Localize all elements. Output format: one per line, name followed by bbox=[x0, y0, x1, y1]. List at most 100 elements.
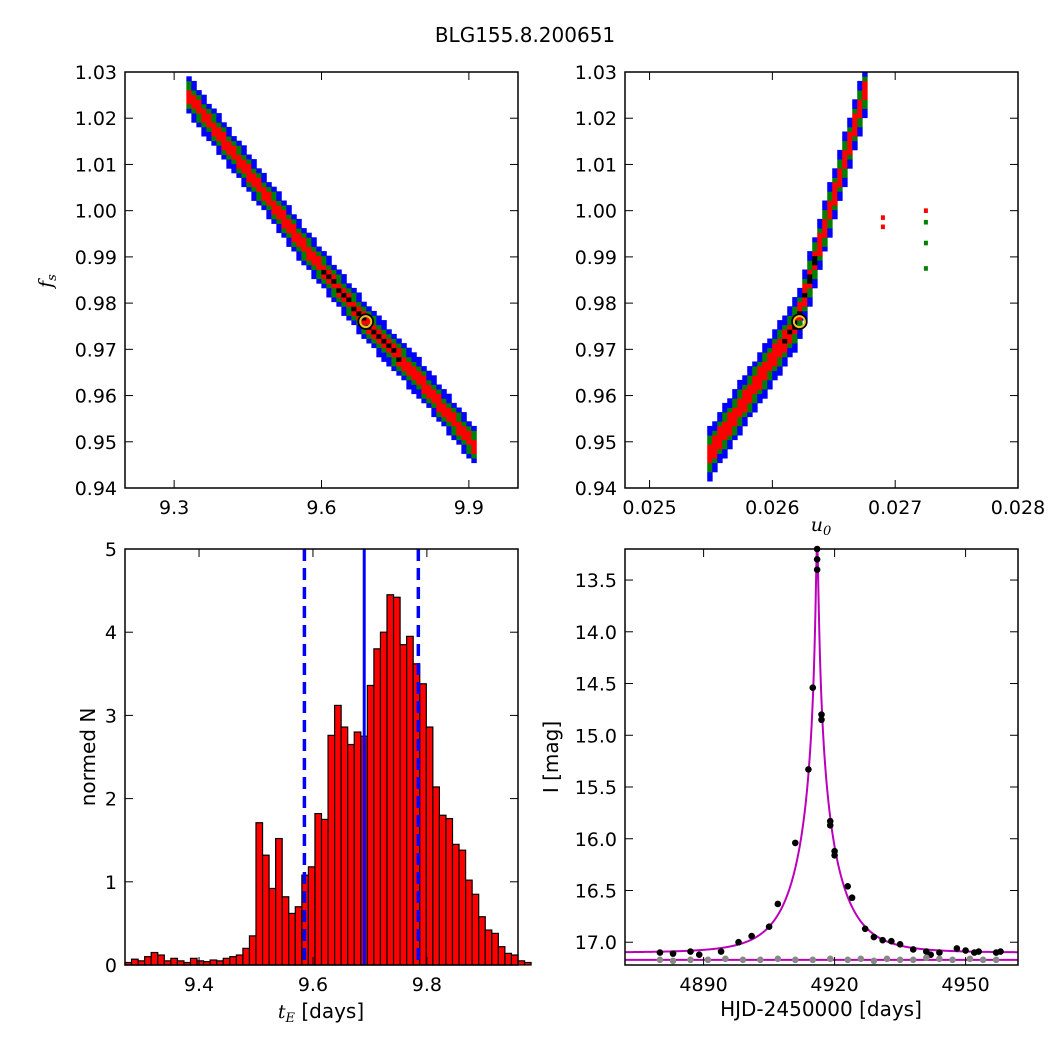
p1-cell bbox=[381, 352, 387, 358]
histogram-bar bbox=[170, 957, 179, 966]
p1-cell bbox=[216, 136, 222, 142]
p2-cell bbox=[762, 361, 768, 367]
p2-cell bbox=[852, 131, 858, 137]
p1-cell bbox=[186, 94, 192, 100]
p1-cell bbox=[251, 159, 257, 165]
p1-cell bbox=[466, 444, 472, 450]
p1-cell bbox=[431, 412, 437, 418]
p4-xtick-label: 4890 bbox=[679, 974, 727, 996]
histogram-bar bbox=[471, 893, 480, 966]
p2-cell bbox=[837, 191, 843, 197]
p2-cell bbox=[787, 333, 793, 339]
p2-cell bbox=[852, 113, 858, 119]
p2-cell bbox=[862, 71, 868, 77]
p2-cell bbox=[757, 370, 763, 376]
p2-cell bbox=[792, 310, 798, 316]
p2-cell bbox=[747, 389, 753, 395]
panel-fs-vs-u0: 0.025 0.026 0.027 0.028 0.94 0.95 0.96 0.97 0.98… bbox=[575, 62, 1046, 539]
p1-cell bbox=[451, 425, 457, 431]
p2-ytick-label: 1.03 bbox=[575, 62, 617, 84]
p3-frame bbox=[124, 548, 519, 966]
p1-cell bbox=[191, 94, 197, 100]
p1-ytick-label: 0.96 bbox=[75, 386, 117, 408]
p1-cell bbox=[336, 297, 342, 303]
p2-cell bbox=[777, 343, 783, 349]
p1-cell bbox=[306, 246, 312, 252]
histogram-bar bbox=[320, 818, 329, 966]
p1-cell bbox=[421, 375, 427, 381]
histogram-bar bbox=[458, 849, 467, 966]
p1-cell bbox=[246, 163, 252, 169]
survey-data-point bbox=[687, 948, 694, 955]
p1-xtick-label: 9.6 bbox=[306, 497, 336, 519]
p1-cell bbox=[321, 260, 327, 266]
survey-data-point bbox=[717, 948, 725, 955]
p1-cell bbox=[426, 398, 432, 404]
histogram-bar bbox=[451, 843, 460, 966]
p1-cell bbox=[441, 398, 447, 404]
p1-cell bbox=[336, 283, 342, 289]
p2-cell bbox=[822, 232, 828, 238]
p1-cell bbox=[396, 370, 402, 376]
p1-ytick-label: 0.99 bbox=[75, 247, 117, 269]
p2-cell bbox=[722, 421, 728, 427]
p2-cell bbox=[722, 435, 728, 441]
p2-cell bbox=[717, 412, 723, 418]
p4-ylabel: I [mag] bbox=[539, 721, 563, 793]
p1-cell bbox=[196, 108, 202, 114]
p1-cell bbox=[261, 191, 267, 197]
p1-cell bbox=[381, 343, 387, 349]
p1-cell bbox=[266, 195, 272, 201]
p2-cell bbox=[727, 425, 733, 431]
p1-cell bbox=[196, 122, 202, 128]
p2-cell bbox=[862, 103, 868, 109]
p2-cell bbox=[862, 113, 868, 119]
p1-cell bbox=[201, 94, 207, 100]
p2-cell bbox=[722, 425, 728, 431]
p1-cell bbox=[351, 297, 357, 303]
p2-cell bbox=[817, 255, 823, 261]
p1-cell bbox=[201, 99, 207, 105]
p2-cell bbox=[747, 412, 753, 418]
p1-cell bbox=[461, 412, 467, 418]
p1-cell bbox=[226, 149, 232, 155]
p1-cell bbox=[241, 172, 247, 178]
p1-cell bbox=[271, 209, 277, 215]
p2-cell bbox=[827, 228, 833, 234]
p2-cell bbox=[717, 430, 723, 436]
p1-cell bbox=[336, 301, 342, 307]
p1-cell bbox=[386, 343, 392, 349]
p2-cell bbox=[832, 182, 838, 188]
p2-cell bbox=[862, 94, 868, 100]
p1-cell bbox=[186, 85, 192, 91]
p2-cell bbox=[712, 448, 718, 454]
p2-cell bbox=[842, 168, 848, 174]
p4-ytick-label: 16.5 bbox=[575, 880, 617, 902]
p1-cell bbox=[411, 384, 417, 390]
p2-cell bbox=[717, 425, 723, 431]
p1-cell bbox=[411, 375, 417, 381]
p1-cell bbox=[371, 315, 377, 321]
p1-cell bbox=[386, 329, 392, 335]
p2-cell bbox=[707, 435, 713, 441]
p1-cell bbox=[426, 370, 432, 376]
histogram-bar bbox=[419, 683, 427, 966]
p1-cell bbox=[346, 301, 352, 307]
p2-ytick-label: 0.95 bbox=[575, 432, 617, 454]
p2-cell bbox=[717, 444, 723, 450]
survey-data-point bbox=[813, 566, 821, 573]
p1-cell bbox=[226, 126, 232, 132]
p2-cell bbox=[842, 149, 848, 155]
p1-cell bbox=[236, 163, 242, 169]
p1-cell bbox=[386, 361, 392, 367]
p1-cell bbox=[281, 200, 287, 206]
p2-cell bbox=[757, 389, 763, 395]
p1-ytick-label: 1.00 bbox=[75, 201, 117, 223]
p2-cell bbox=[857, 131, 863, 137]
histogram-bar bbox=[386, 594, 395, 966]
p2-cell bbox=[817, 260, 823, 266]
p1-cell bbox=[361, 333, 367, 339]
p1-cell bbox=[271, 214, 277, 220]
histogram-bar bbox=[288, 912, 296, 966]
